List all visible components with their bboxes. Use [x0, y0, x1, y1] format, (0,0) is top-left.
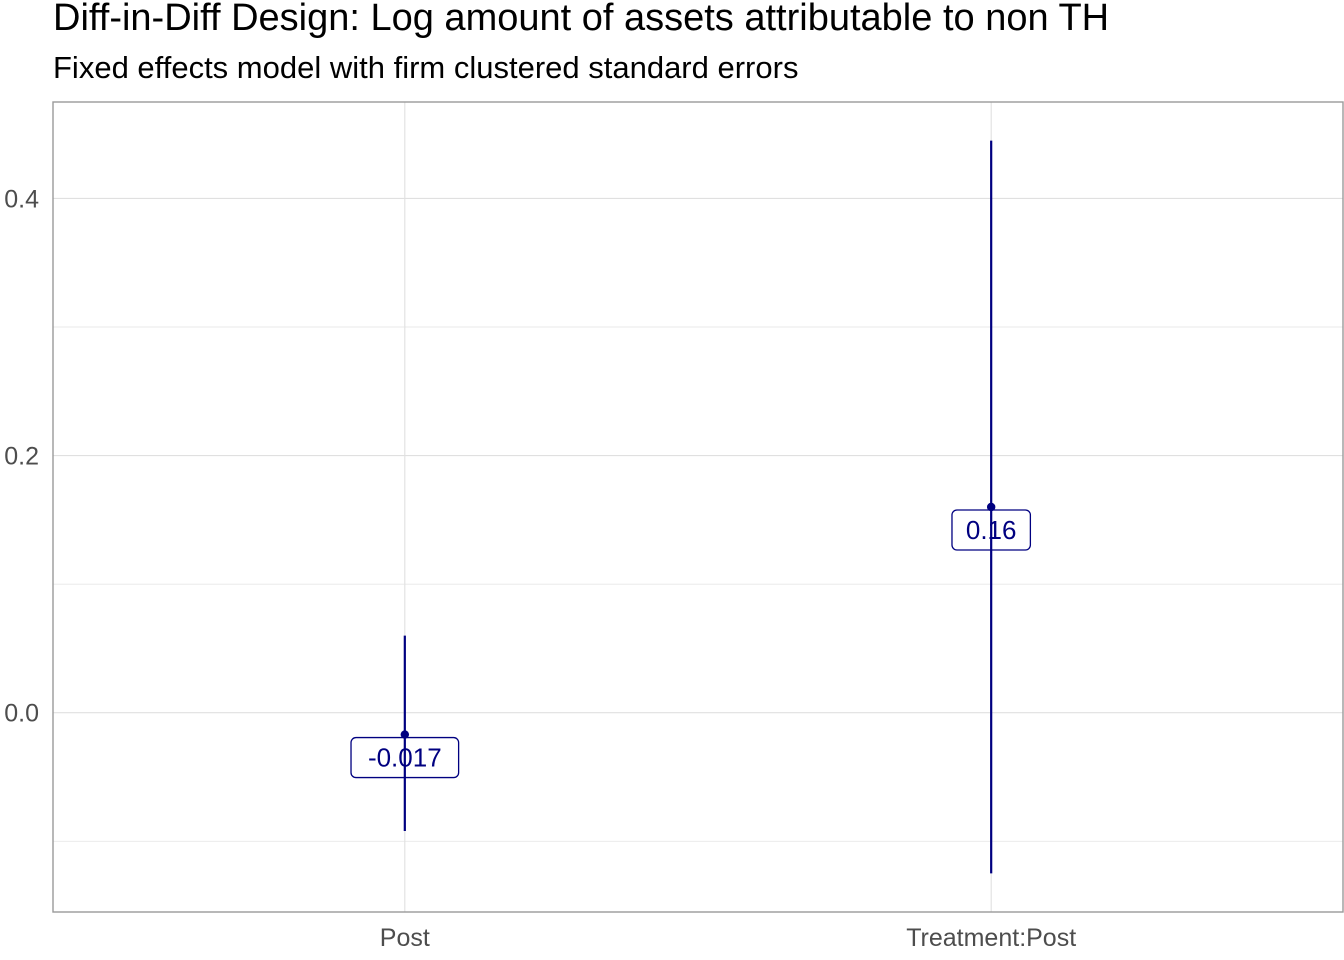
y-tick-label: 0.4	[4, 185, 39, 213]
estimate-point	[986, 502, 996, 512]
value-label: -0.017	[368, 743, 442, 773]
value-label: 0.16	[966, 515, 1017, 545]
y-tick-label: 0.2	[4, 443, 39, 471]
value-label-box	[350, 736, 460, 779]
chart-title: Diff-in-Diff Design: Log amount of asset…	[53, 0, 1110, 39]
estimate-point	[400, 730, 410, 739]
axis-labels: 0.0 0.2 0.4 Post Treatment:Post	[4, 185, 1076, 952]
x-tick-label: Treatment:Post	[906, 924, 1076, 952]
panel-border	[52, 101, 1344, 913]
chart-subtitle: Fixed effects model with firm clustered …	[53, 50, 799, 85]
grid-lines	[53, 102, 1343, 912]
y-tick-label: 0.0	[4, 700, 39, 728]
value-label-box	[951, 509, 1032, 551]
data-marks: -0.017 0.16	[350, 140, 1032, 874]
x-tick-label: Post	[380, 924, 430, 952]
